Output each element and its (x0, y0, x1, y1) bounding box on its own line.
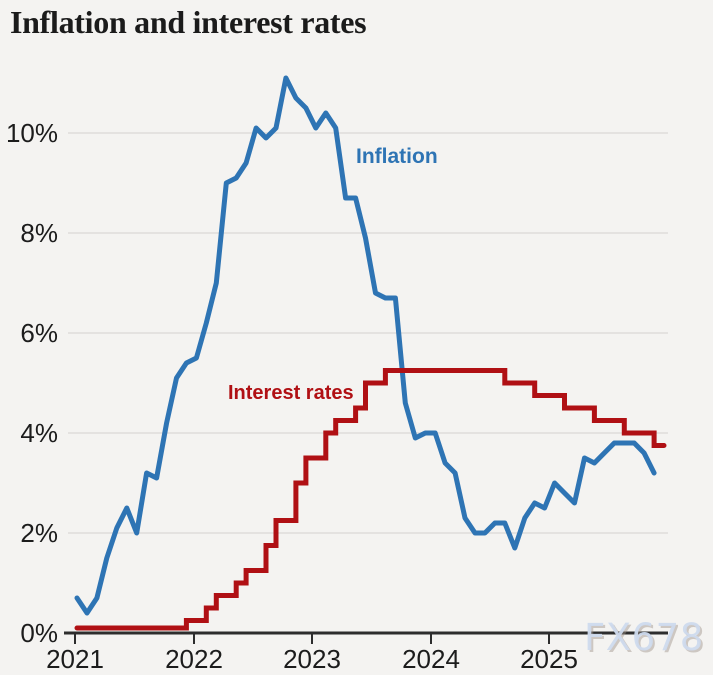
y-tick-label: 8% (20, 218, 58, 248)
x-tick-label: 2024 (402, 644, 460, 674)
inflation-line (74, 75, 657, 616)
chart-title: Inflation and interest rates (10, 4, 367, 40)
chart-plot-area: 0% 2% 4% 6% 8% 10% 2021 2022 2023 2024 2025 (6, 75, 668, 674)
watermark-shadow: FX678 (586, 618, 706, 661)
interest-rates-series-label: Interest rates (228, 382, 354, 404)
inflation-series-label: Inflation (356, 145, 438, 168)
watermark: FX678 (584, 616, 704, 659)
y-tick-label: 2% (20, 518, 58, 548)
x-tick-label: 2022 (165, 644, 223, 674)
x-tick-label: 2025 (520, 644, 578, 674)
interest-rates-line (74, 368, 667, 631)
y-tick-label: 4% (20, 418, 58, 448)
x-tick-label: 2023 (283, 644, 341, 674)
y-tick-label: 10% (6, 118, 58, 148)
x-tick-label: 2021 (46, 644, 104, 674)
y-tick-label: 0% (20, 618, 58, 648)
y-tick-label: 6% (20, 318, 58, 348)
